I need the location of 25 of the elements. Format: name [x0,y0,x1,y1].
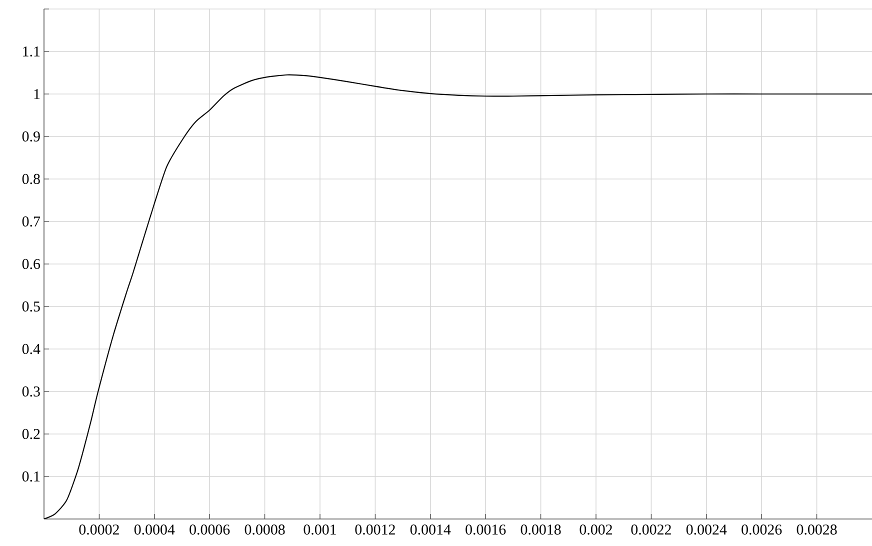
x-tick-label: 0.0024 [686,524,727,535]
y-tick-label: 1 [34,89,40,99]
x-tick-label: 0.0026 [742,524,782,535]
y-tick-label: 0.5 [22,301,40,312]
y-tick-label: 0.9 [22,131,40,142]
x-tick-label: 0.0002 [79,524,119,535]
y-tick-label: 0.4 [22,344,40,354]
y-tick-label: 0.7 [22,216,40,227]
x-tick-label: 0.0006 [190,524,230,535]
x-tick-label: 0.0008 [244,524,285,535]
x-tick-label: 0.001 [304,524,336,535]
x-tick-label: 0.002 [580,524,612,535]
x-tick-label: 0.0012 [355,524,395,535]
x-tick-label: 0.0004 [134,524,175,535]
x-tick-label: 0.0016 [466,524,506,535]
y-tick-label: 0.2 [22,428,40,440]
x-tick-label: 0.0014 [410,524,451,535]
y-tick-label: 0.1 [22,471,40,482]
y-tick-label: 0.3 [22,386,40,397]
x-tick-label: 0.0028 [796,524,837,535]
x-tick-label: 0.0022 [631,524,671,535]
y-tick-label: 0.8 [22,174,40,184]
x-tick-label: 0.0018 [520,524,561,535]
y-tick-label: 1.1 [23,46,40,57]
y-tick-label: 0.6 [22,258,40,270]
